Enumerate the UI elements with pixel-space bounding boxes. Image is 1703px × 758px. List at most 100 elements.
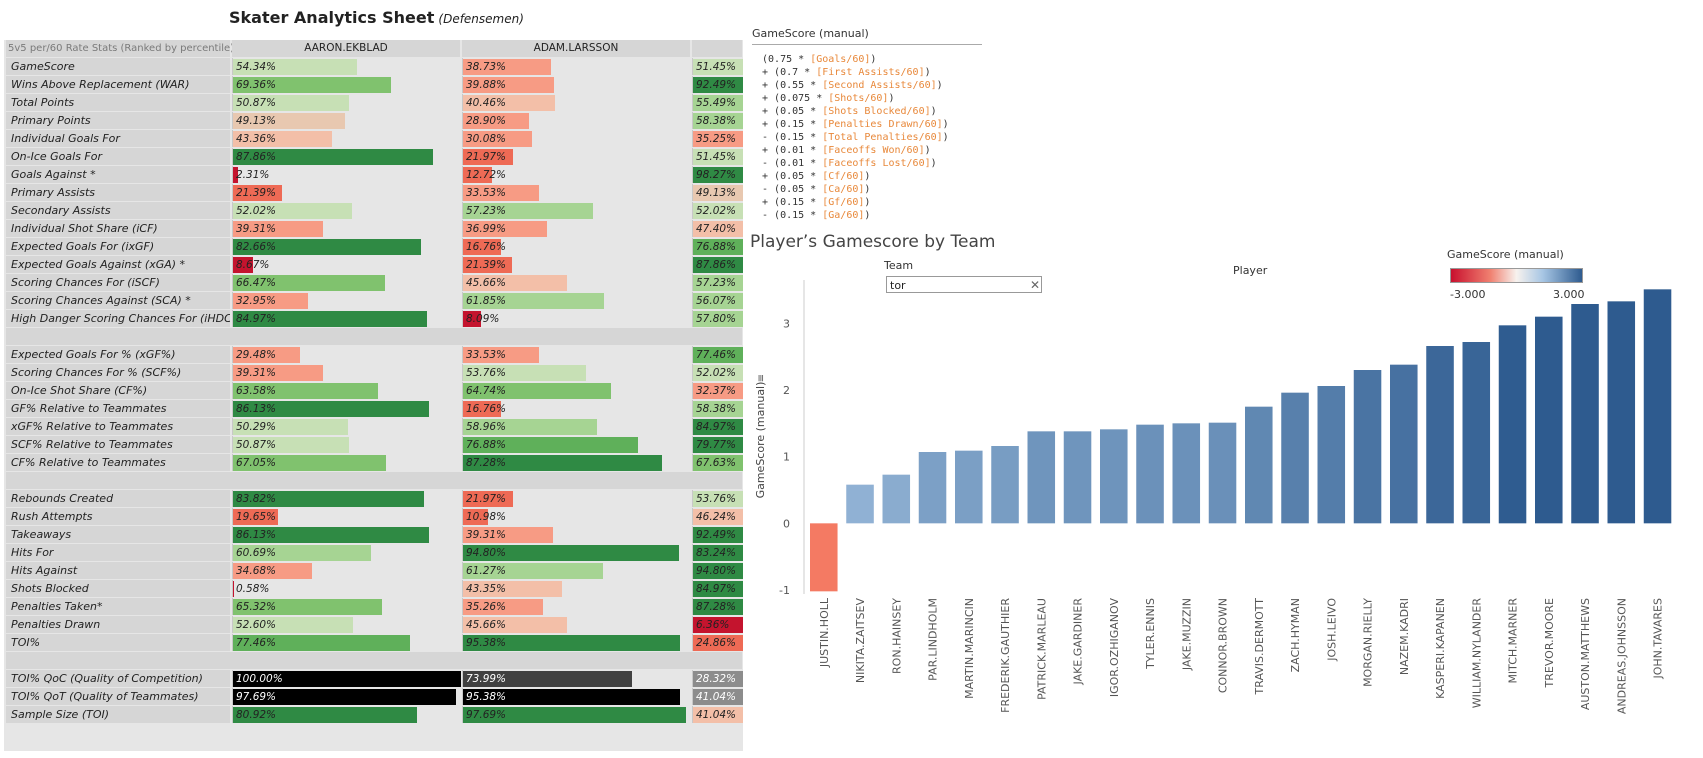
percentile-cell[interactable]: 43.36% (232, 130, 460, 147)
percentile-cell[interactable]: 87.28% (692, 598, 743, 615)
percentile-cell[interactable]: 34.68% (232, 562, 460, 579)
bar-auston-matthews[interactable] (1571, 304, 1599, 524)
percentile-cell[interactable]: 49.13% (232, 112, 460, 129)
percentile-cell[interactable]: 83.24% (692, 544, 743, 561)
bar-nikita-zaitsev[interactable] (846, 484, 874, 524)
percentile-cell[interactable]: 82.66% (232, 238, 460, 255)
percentile-cell[interactable]: 28.32% (692, 670, 743, 687)
percentile-cell[interactable]: 33.53% (462, 184, 690, 201)
percentile-cell[interactable]: 76.88% (462, 436, 690, 453)
percentile-cell[interactable]: 53.76% (692, 490, 743, 507)
percentile-cell[interactable]: 77.46% (692, 346, 743, 363)
bar-patrick-marleau[interactable] (1027, 431, 1056, 524)
bar-martin-marincin[interactable] (955, 450, 983, 524)
percentile-cell[interactable]: 57.80% (692, 310, 743, 327)
bar-jake-muzzin[interactable] (1172, 423, 1201, 524)
percentile-cell[interactable]: 52.02% (692, 202, 743, 219)
percentile-cell[interactable]: 50.29% (232, 418, 460, 435)
bar-nazem-kadri[interactable] (1390, 364, 1418, 524)
clear-icon[interactable]: ✕ (1030, 278, 1041, 292)
percentile-cell[interactable]: 87.28% (462, 454, 690, 471)
bar-par-lindholm[interactable] (918, 452, 947, 524)
percentile-cell[interactable]: 61.27% (462, 562, 690, 579)
percentile-cell[interactable]: 66.47% (232, 274, 460, 291)
percentile-cell[interactable]: 100.00% (232, 670, 461, 687)
percentile-cell[interactable]: 58.38% (692, 112, 743, 129)
bar-william-nylander[interactable] (1462, 342, 1491, 524)
bar-frederik-gauthier[interactable] (991, 446, 1019, 524)
bar-morgan-rielly[interactable] (1353, 370, 1382, 524)
percentile-cell[interactable]: 30.08% (462, 130, 690, 147)
percentile-cell[interactable]: 58.96% (462, 418, 690, 435)
percentile-cell[interactable]: 67.05% (232, 454, 460, 471)
percentile-cell[interactable]: 76.88% (692, 238, 743, 255)
sort-icon[interactable]: ≡ (756, 374, 767, 382)
percentile-cell[interactable]: 39.31% (232, 364, 460, 381)
percentile-cell[interactable]: 64.74% (462, 382, 690, 399)
percentile-cell[interactable]: 41.04% (692, 688, 743, 705)
percentile-cell[interactable]: 84.97% (692, 580, 743, 597)
percentile-cell[interactable]: 47.40% (692, 220, 743, 237)
percentile-cell[interactable]: 53.76% (462, 364, 690, 381)
bar-mitch-marner[interactable] (1498, 325, 1527, 524)
percentile-cell[interactable]: 87.86% (692, 256, 743, 273)
bar-jake-gardiner[interactable] (1063, 431, 1092, 524)
bar-josh-leivo[interactable] (1317, 386, 1346, 524)
percentile-cell[interactable]: 65.32% (232, 598, 460, 615)
percentile-cell[interactable]: 16.76% (462, 238, 690, 255)
percentile-cell[interactable]: 6.36% (692, 616, 743, 633)
percentile-cell[interactable]: 39.31% (462, 526, 690, 543)
percentile-cell[interactable]: 39.31% (232, 220, 460, 237)
percentile-cell[interactable]: 43.35% (462, 580, 690, 597)
percentile-cell[interactable]: 16.76% (462, 400, 690, 417)
percentile-cell[interactable]: 69.36% (232, 76, 460, 93)
percentile-cell[interactable]: 46.24% (692, 508, 743, 525)
percentile-cell[interactable]: 98.27% (692, 166, 743, 183)
percentile-cell[interactable]: 50.87% (232, 436, 460, 453)
percentile-cell[interactable]: 32.37% (692, 382, 743, 399)
percentile-cell[interactable]: 52.60% (232, 616, 460, 633)
bar-connor-brown[interactable] (1208, 422, 1237, 524)
percentile-cell[interactable]: 35.25% (692, 130, 743, 147)
percentile-cell[interactable]: 92.49% (692, 76, 743, 93)
percentile-cell[interactable]: 45.66% (462, 274, 690, 291)
bar-ron-hainsey[interactable] (882, 474, 911, 524)
bar-andreas-johnsson[interactable] (1607, 301, 1636, 524)
percentile-cell[interactable]: 86.13% (232, 400, 460, 417)
percentile-cell[interactable]: 97.69% (232, 688, 460, 705)
percentile-cell[interactable]: 49.13% (692, 184, 743, 201)
percentile-cell[interactable]: 24.86% (692, 634, 743, 651)
percentile-cell[interactable]: 32.95% (232, 292, 460, 309)
percentile-cell[interactable]: 95.38% (462, 688, 690, 705)
percentile-cell[interactable]: 40.46% (462, 94, 690, 111)
percentile-cell[interactable]: 28.90% (462, 112, 690, 129)
bar-justin-holl[interactable] (810, 523, 838, 592)
percentile-cell[interactable]: 19.65% (232, 508, 460, 525)
percentile-cell[interactable]: 12.72% (462, 166, 690, 183)
percentile-cell[interactable]: 94.80% (692, 562, 743, 579)
percentile-cell[interactable]: 54.34% (232, 58, 460, 75)
bar-tyler-ennis[interactable] (1136, 424, 1164, 524)
percentile-cell[interactable]: 92.49% (692, 526, 743, 543)
percentile-cell[interactable]: 63.58% (232, 382, 460, 399)
percentile-cell[interactable]: 86.13% (232, 526, 460, 543)
percentile-cell[interactable]: 21.97% (462, 490, 690, 507)
percentile-cell[interactable]: 83.82% (232, 490, 460, 507)
percentile-cell[interactable]: 51.45% (692, 148, 743, 165)
percentile-cell[interactable]: 21.39% (462, 256, 690, 273)
percentile-cell[interactable]: 94.80% (462, 544, 690, 561)
percentile-cell[interactable]: 55.49% (692, 94, 743, 111)
percentile-cell[interactable]: 8.09% (462, 310, 690, 327)
bar-trevor-moore[interactable] (1535, 316, 1563, 524)
percentile-cell[interactable]: 57.23% (692, 274, 743, 291)
percentile-cell[interactable]: 57.23% (462, 202, 690, 219)
percentile-cell[interactable]: 45.66% (462, 616, 690, 633)
percentile-cell[interactable]: 56.07% (692, 292, 743, 309)
player-column-header[interactable]: ADAM.LARSSON (462, 40, 690, 57)
percentile-cell[interactable]: 41.04% (692, 706, 743, 723)
percentile-cell[interactable]: 97.69% (462, 706, 690, 723)
percentile-cell[interactable]: 84.97% (232, 310, 460, 327)
percentile-cell[interactable]: 95.38% (462, 634, 690, 651)
percentile-cell[interactable]: 67.63% (692, 454, 743, 471)
percentile-cell[interactable]: 38.73% (462, 58, 690, 75)
